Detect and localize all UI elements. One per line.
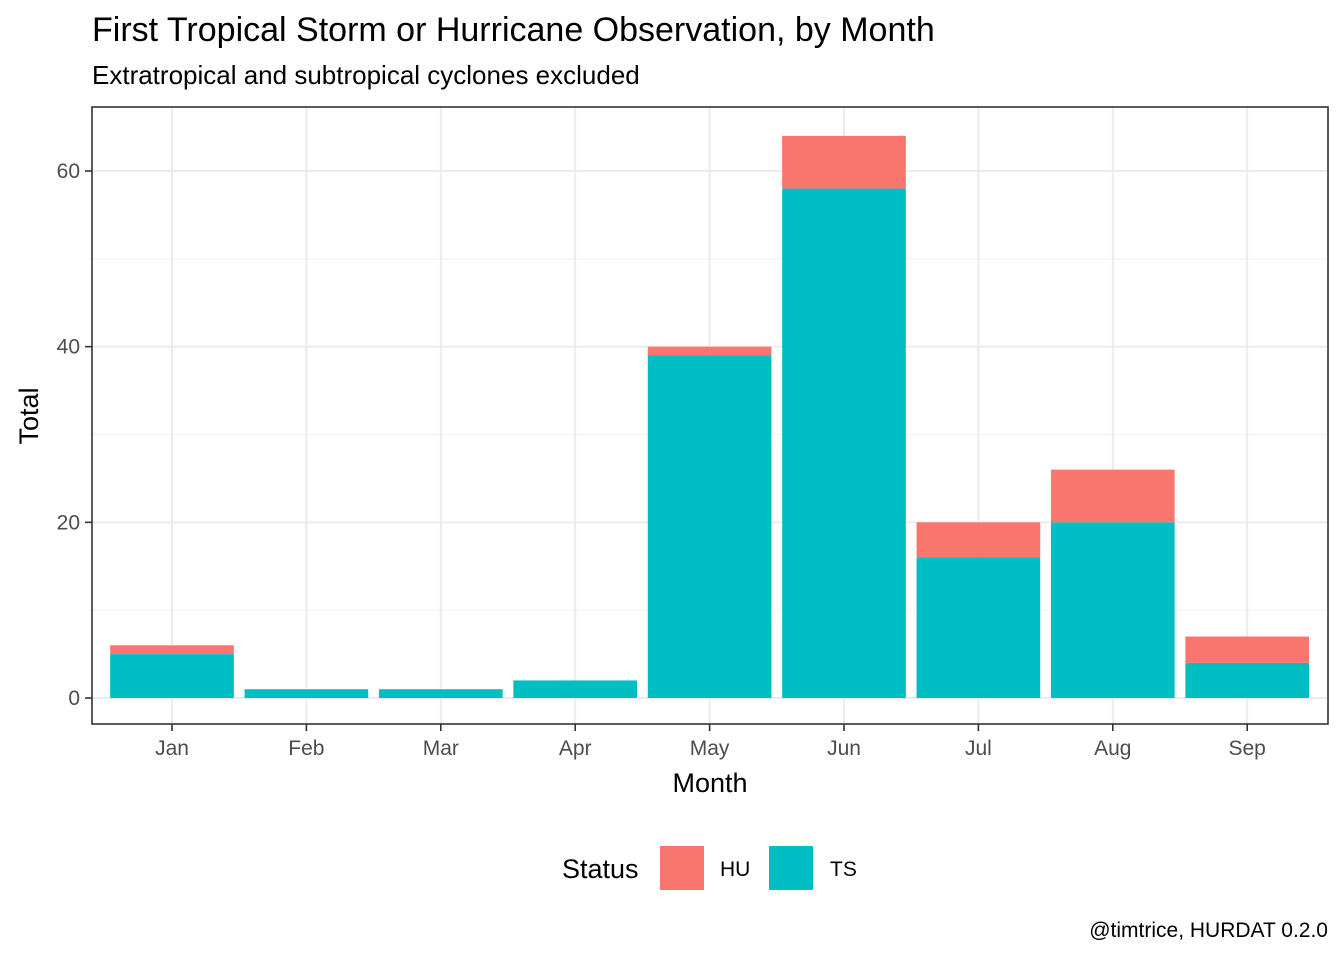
legend: Status HU TS — [562, 846, 857, 890]
bar-ts-aug — [1050, 522, 1175, 698]
x-tick-label: Mar — [423, 737, 459, 760]
x-tick-label: Jun — [827, 737, 861, 760]
legend-label-hu: HU — [720, 858, 750, 881]
legend-key-hu — [660, 846, 704, 890]
x-axis: Jan Feb Mar Apr May Jun Jul Aug Sep — [155, 724, 1266, 760]
bar-ts-sep — [1185, 662, 1310, 698]
legend-label-ts: TS — [830, 858, 857, 881]
x-axis-title: Month — [672, 768, 747, 798]
y-tick-label: 60 — [57, 160, 80, 183]
chart-title: First Tropical Storm or Hurricane Observ… — [92, 11, 935, 49]
legend-key-ts — [769, 846, 813, 890]
bar-ts-jun — [782, 188, 906, 699]
x-tick-label: Jul — [965, 737, 992, 760]
chart-subtitle: Extratropical and subtropical cyclones e… — [92, 60, 640, 90]
y-axis: 0 20 40 60 — [57, 160, 92, 710]
bar-hu-aug — [1050, 469, 1175, 523]
bar-ts-jan — [110, 654, 234, 698]
y-tick-label: 20 — [57, 511, 80, 534]
chart-caption: @timtrice, HURDAT 0.2.0 — [1089, 919, 1328, 942]
bar-ts-feb — [244, 689, 369, 698]
bar-hu-sep — [1185, 636, 1310, 663]
x-tick-label: Aug — [1094, 737, 1131, 760]
bar-hu-may — [647, 346, 772, 356]
y-tick-label: 0 — [68, 687, 80, 710]
x-tick-label: Sep — [1229, 737, 1266, 760]
plot-area — [91, 106, 1329, 725]
bar-ts-jul — [916, 557, 1041, 698]
y-axis-title: Total — [14, 387, 44, 444]
bar-hu-jan — [110, 645, 234, 655]
bar-ts-apr — [513, 680, 638, 698]
bar-ts-may — [647, 355, 772, 698]
y-tick-label: 40 — [57, 336, 80, 359]
x-tick-label: May — [690, 737, 730, 760]
grid-major — [92, 107, 1328, 724]
bars — [110, 135, 1310, 699]
legend-title: Status — [562, 854, 639, 884]
x-tick-label: Jan — [155, 737, 189, 760]
x-tick-label: Feb — [288, 737, 324, 760]
bar-ts-mar — [378, 689, 503, 698]
x-tick-label: Apr — [559, 737, 592, 760]
bar-hu-jul — [916, 522, 1041, 558]
bar-hu-jun — [782, 135, 906, 189]
